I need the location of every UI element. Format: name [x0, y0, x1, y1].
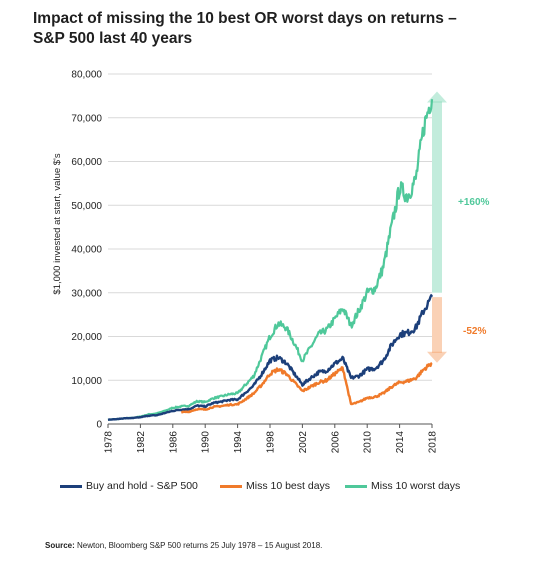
series-lines: [107, 99, 434, 421]
legend-item-miss-worst: Miss 10 worst days: [345, 480, 460, 492]
series-line: [107, 99, 434, 421]
legend-label-buy-and-hold: Buy and hold - S&P 500: [86, 480, 198, 492]
legend-label-miss-worst: Miss 10 worst days: [371, 480, 461, 492]
annotation-label: -52%: [463, 326, 486, 337]
x-tick-label: 1982: [136, 431, 147, 454]
up-arrow-shaft: [432, 101, 442, 293]
x-tick-label: 2010: [363, 431, 374, 454]
x-tick-label: 1990: [201, 431, 212, 454]
legend: Buy and hold - S&P 500 Miss 10 best days…: [60, 480, 500, 496]
source-label: Source:: [45, 541, 75, 550]
y-tick-label: 40,000: [71, 245, 102, 256]
series-line: [180, 361, 433, 414]
legend-item-miss-best: Miss 10 best days: [220, 480, 330, 492]
down-arrow-shaft: [432, 297, 442, 353]
legend-label-miss-best: Miss 10 best days: [246, 480, 331, 492]
y-axis-ticks: 0 10,000 20,000 30,000 40,000 50,000 60,000 70,…: [71, 70, 102, 431]
legend-swatch-miss-worst: [345, 484, 367, 488]
x-tick-label: 1978: [104, 431, 115, 454]
source-note: Source: Newton, Bloomberg S&P 500 return…: [45, 541, 322, 550]
x-tick-label: 2018: [428, 431, 439, 454]
y-tick-label: 80,000: [71, 70, 102, 81]
legend-swatch-buy-and-hold: [60, 484, 82, 488]
down-arrow-head: [427, 351, 447, 363]
x-tick-label: 1998: [266, 431, 277, 454]
chart-canvas: 0 10,000 20,000 30,000 40,000 50,000 60,000 70,…: [52, 70, 490, 454]
x-tick-label: 2014: [395, 431, 406, 454]
annotations: +160% -52%: [458, 197, 490, 337]
y-tick-label: 0: [96, 420, 102, 431]
source-text: Newton, Bloomberg S&P 500 returns 25 Jul…: [74, 541, 323, 550]
x-tick-label: 1986: [168, 431, 179, 454]
y-tick-label: 30,000: [71, 288, 102, 299]
legend-swatch-miss-best: [220, 484, 242, 488]
title-line-1: Impact of missing the 10 best OR worst d…: [33, 10, 457, 27]
gridlines: [108, 73, 432, 381]
up-arrow-head: [427, 91, 447, 103]
y-tick-label: 20,000: [71, 332, 102, 343]
change-arrows: [427, 91, 447, 363]
x-axis-ticks: 1978 1982 1986 1990 1994 1998 2002 2006 2010 2014…: [104, 424, 439, 453]
x-tick-label: 2002: [298, 431, 309, 454]
x-tick-label: 2006: [330, 431, 341, 454]
x-tick-label: 1994: [233, 431, 244, 454]
y-axis-label: $1,000 invested at start, value $'s: [52, 153, 63, 294]
chart-title: Impact of missing the 10 best OR worst d…: [33, 9, 503, 49]
y-tick-label: 70,000: [71, 113, 102, 124]
annotation-label: +160%: [458, 197, 490, 208]
legend-item-buy-and-hold: Buy and hold - S&P 500: [60, 480, 198, 492]
title-line-2: S&P 500 last 40 years: [33, 30, 193, 47]
y-tick-label: 60,000: [71, 157, 102, 168]
series-line: [107, 294, 434, 421]
y-tick-label: 10,000: [71, 376, 102, 387]
y-tick-label: 50,000: [71, 201, 102, 212]
